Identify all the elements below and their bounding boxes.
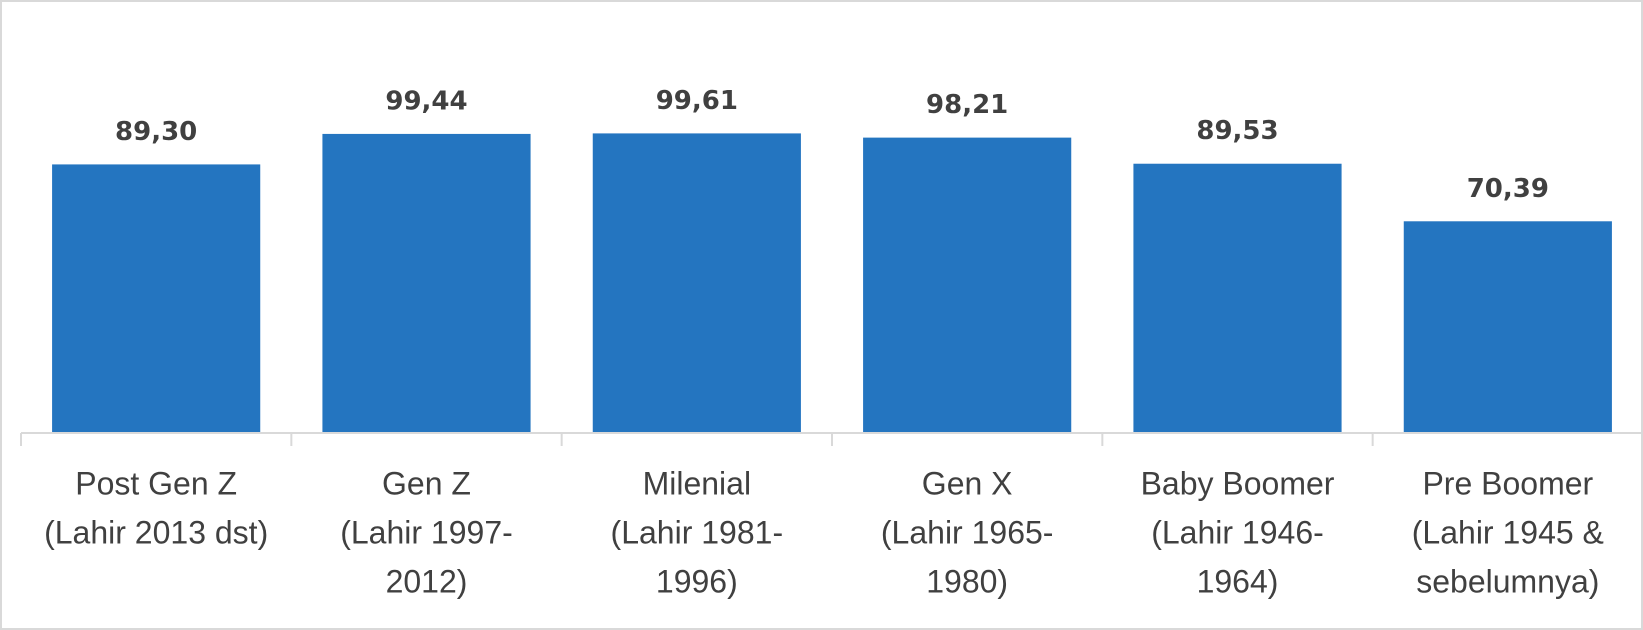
value-label: 99,44 [385, 86, 467, 116]
x-tick-label: Pre Boomer [1422, 465, 1593, 501]
bar [52, 164, 261, 433]
bar [592, 133, 801, 434]
x-tick-label: (Lahir 1981- [611, 514, 784, 550]
value-label: 70,39 [1467, 174, 1549, 204]
x-tick-label: (Lahir 1997- [340, 514, 513, 550]
bar [322, 133, 531, 433]
value-label: 99,61 [656, 86, 738, 116]
value-label: 89,53 [1196, 116, 1278, 146]
x-tick-label: 1980) [926, 563, 1008, 599]
x-tick-label: Gen Z [382, 465, 471, 501]
x-tick-label: (Lahir 1946- [1151, 514, 1324, 550]
x-tick-label: (Lahir 2013 dst) [44, 514, 268, 550]
x-tick-label: 1996) [656, 563, 738, 599]
value-label: 89,30 [115, 117, 197, 147]
value-label: 98,21 [926, 90, 1008, 120]
x-tick-label: 1964) [1197, 563, 1279, 599]
bar [863, 137, 1072, 433]
x-tick-label: (Lahir 1965- [881, 514, 1054, 550]
x-tick-label: sebelumnya) [1416, 563, 1599, 599]
x-tick-label: (Lahir 1945 & [1412, 514, 1604, 550]
x-tick-label: Post Gen Z [75, 465, 237, 501]
bar [1133, 163, 1342, 433]
x-tick-label: 2012) [386, 563, 468, 599]
x-tick-label: Gen X [922, 465, 1013, 501]
bar [1403, 221, 1612, 433]
x-tick-label: Milenial [643, 465, 751, 501]
x-tick-label: Baby Boomer [1141, 465, 1335, 501]
